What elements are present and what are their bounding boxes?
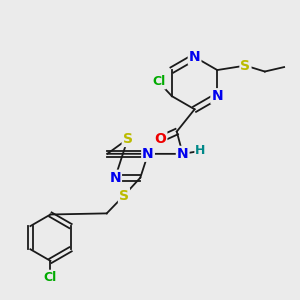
Text: S: S xyxy=(123,132,133,146)
Text: S: S xyxy=(241,58,250,73)
Text: O: O xyxy=(154,132,166,146)
Text: Cl: Cl xyxy=(44,271,57,284)
Text: N: N xyxy=(212,89,223,103)
Text: N: N xyxy=(189,50,200,64)
Text: N: N xyxy=(142,147,154,161)
Text: N: N xyxy=(177,147,188,161)
Text: H: H xyxy=(195,144,206,158)
Text: Cl: Cl xyxy=(152,75,165,88)
Text: N: N xyxy=(109,171,121,185)
Text: S: S xyxy=(119,188,129,203)
